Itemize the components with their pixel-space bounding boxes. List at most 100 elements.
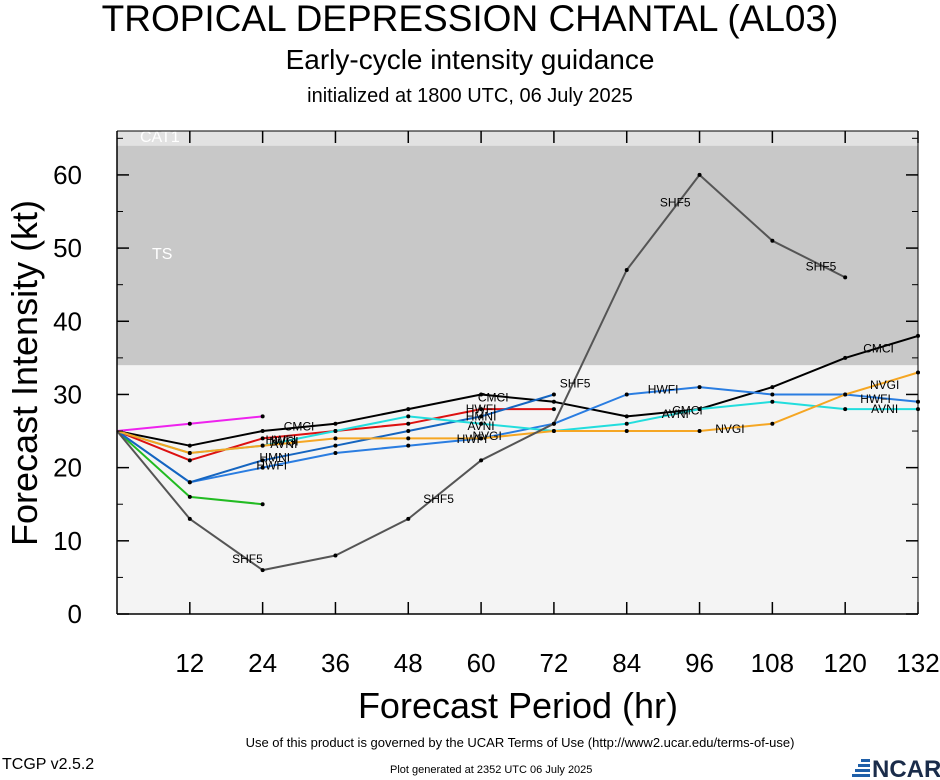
model-label-text: NVGI xyxy=(715,422,744,436)
band-label-cat1: CAT1 xyxy=(140,129,180,146)
data-point-hmni xyxy=(551,392,556,397)
data-point-hwfi xyxy=(333,451,338,455)
x-tick-label: 48 xyxy=(394,648,423,678)
model-label-text: CMCI xyxy=(284,420,315,434)
model-label-text: CMCI xyxy=(478,390,509,404)
model-label: HMNI xyxy=(466,409,497,423)
model-label: SHF5 xyxy=(806,259,837,273)
y-tick-label: 60 xyxy=(53,160,82,190)
y-tick-label: 0 xyxy=(68,599,82,629)
terms-of-use: Use of this product is governed by the U… xyxy=(245,735,795,750)
data-point-cmci xyxy=(624,414,629,419)
data-point-model-2 xyxy=(260,436,265,441)
data-point-model-2 xyxy=(187,458,192,463)
model-label-text: CMCI xyxy=(863,341,894,355)
data-point-cmci xyxy=(843,355,848,360)
data-point-hmni xyxy=(333,443,338,448)
x-tick-label: 96 xyxy=(685,648,714,678)
model-label: SHF5 xyxy=(560,376,591,390)
data-point-shf5 xyxy=(697,172,702,177)
model-label: HWFI xyxy=(457,432,488,446)
data-point-cmci xyxy=(770,385,775,390)
model-label: AVNI xyxy=(871,402,898,416)
model-label-text: HWFI xyxy=(266,433,297,447)
model-label-text: NVGI xyxy=(870,378,899,392)
model-label: NVGI xyxy=(269,434,298,448)
plot-background xyxy=(117,365,918,614)
model-label: SHF5 xyxy=(232,552,263,566)
data-point-shf5 xyxy=(624,268,629,273)
x-tick-label: 24 xyxy=(248,648,277,678)
data-point-shf5 xyxy=(551,421,556,426)
data-point-hwfi xyxy=(260,465,265,470)
model-label-text: SHF5 xyxy=(423,492,454,506)
model-label: HMNI xyxy=(259,450,290,464)
model-label-text: AVNI xyxy=(871,402,898,416)
data-point-cmci xyxy=(406,407,411,412)
y-tick-label: 40 xyxy=(53,306,82,336)
series-line-cmci xyxy=(116,334,919,447)
data-point-model-1 xyxy=(187,494,192,499)
data-point-hwfi xyxy=(624,392,629,397)
model-label-text: HWFI xyxy=(466,402,497,416)
model-label-text: SHF5 xyxy=(560,376,591,390)
data-point-hmni xyxy=(187,480,192,485)
model-label: HWFI xyxy=(648,382,679,396)
model-label-text: HWFI xyxy=(648,382,679,396)
model-label: CMCI xyxy=(478,390,509,404)
model-label-text: HWFI xyxy=(457,432,488,446)
model-label: SHF5 xyxy=(423,492,454,506)
data-point-avni xyxy=(697,407,702,412)
y-tick-label: 30 xyxy=(53,379,82,409)
y-axis-label: Forecast Intensity (kt) xyxy=(4,200,45,546)
data-point-model-2 xyxy=(479,407,484,412)
model-label-text: CMCI xyxy=(672,404,703,418)
x-tick-label: 108 xyxy=(751,648,794,678)
data-point-hwfi xyxy=(406,443,411,448)
x-tick-label: 120 xyxy=(823,648,866,678)
data-point-nvgi xyxy=(843,392,848,397)
model-label-text: NVGI xyxy=(269,434,298,448)
data-point-model-0 xyxy=(187,421,192,426)
model-label-text: HMNI xyxy=(466,409,497,423)
model-label: AVNI xyxy=(270,437,297,451)
data-point-model-2 xyxy=(551,407,556,412)
model-label-text: SHF5 xyxy=(660,196,691,210)
data-point-nvgi xyxy=(406,436,411,441)
ncar-logo: NCAR xyxy=(852,756,940,780)
x-tick-label: 72 xyxy=(539,648,568,678)
y-tick-label: 20 xyxy=(53,453,82,483)
data-point-shf5 xyxy=(333,553,338,558)
model-label: NVGI xyxy=(870,378,899,392)
model-label-text: HWFI xyxy=(860,392,891,406)
model-label: NVGI xyxy=(472,429,501,443)
model-label-text: AVNI xyxy=(662,407,689,421)
model-label: CMCI xyxy=(284,420,315,434)
data-point-shf5 xyxy=(406,516,411,521)
data-point-cmci xyxy=(333,421,338,426)
data-point-avni xyxy=(624,421,629,426)
data-point-model-2 xyxy=(406,421,411,426)
y-tick-label: 10 xyxy=(53,526,82,556)
model-label-text: NVGI xyxy=(472,429,501,443)
data-point-hwfi xyxy=(770,392,775,397)
data-point-cmci xyxy=(187,443,192,448)
data-point-hwfi xyxy=(697,385,702,390)
series-line-nvgi xyxy=(116,371,919,454)
data-point-cmci xyxy=(551,399,556,404)
model-label: CMCI xyxy=(863,341,894,355)
data-point-avni xyxy=(406,414,411,419)
ncar-logo-text: NCAR xyxy=(872,756,940,780)
model-label-text: HMNI xyxy=(259,450,290,464)
model-label-text: SHF5 xyxy=(806,259,837,273)
data-point-nvgi xyxy=(624,429,629,434)
model-label-text: AVNI xyxy=(468,419,495,433)
data-point-nvgi xyxy=(697,429,702,434)
data-point-avni xyxy=(770,399,775,404)
data-point-nvgi xyxy=(333,436,338,441)
data-point-nvgi xyxy=(260,443,265,448)
init-time: initialized at 1800 UTC, 06 July 2025 xyxy=(307,85,633,107)
model-label: HWFI xyxy=(860,392,891,406)
data-point-shf5 xyxy=(843,275,848,280)
model-label: HWFI xyxy=(466,402,497,416)
